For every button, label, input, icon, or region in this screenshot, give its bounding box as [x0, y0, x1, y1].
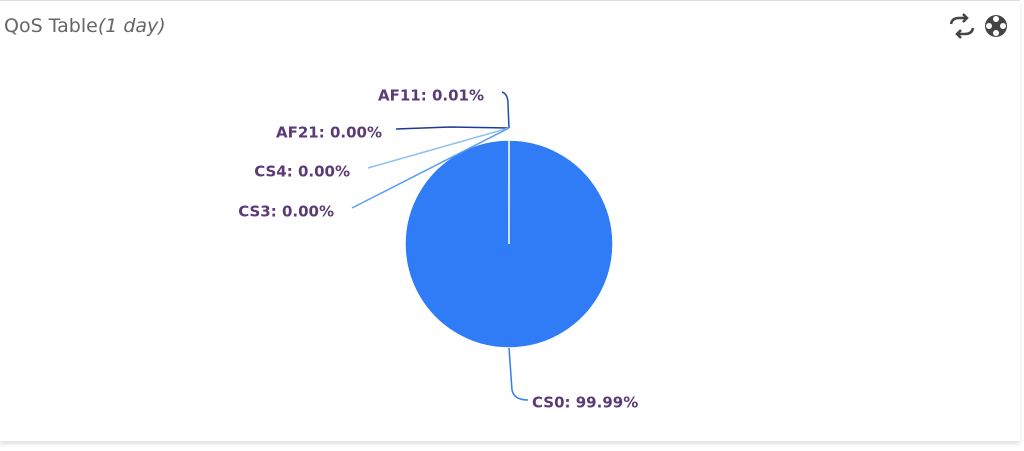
data-label: CS4: 0.00%	[254, 163, 350, 181]
leader-line	[395, 126, 510, 130]
data-label: CS0: 99.99%	[532, 394, 638, 412]
title-note: (1 day)	[97, 15, 166, 37]
refresh-icon[interactable]	[949, 13, 975, 39]
widget-title: QoS Table(1 day)	[4, 15, 166, 37]
leader-line	[351, 127, 510, 209]
title-text: QoS Table	[4, 15, 98, 37]
data-label: AF21: 0.00%	[276, 124, 382, 142]
leader-line	[508, 347, 529, 401]
data-label: CS3: 0.00%	[238, 203, 334, 221]
settings-icon[interactable]	[985, 15, 1007, 37]
leader-line	[501, 91, 510, 129]
pie-slice	[404, 139, 614, 349]
leader-line	[367, 127, 510, 169]
data-label: AF11: 0.01%	[378, 87, 484, 105]
